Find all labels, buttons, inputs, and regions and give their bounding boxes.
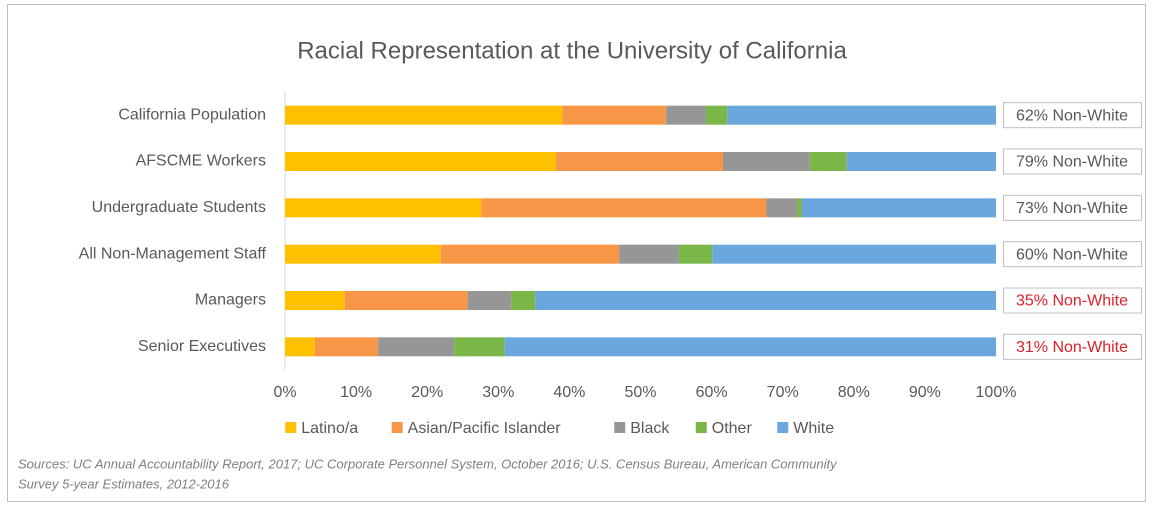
bar-segment xyxy=(467,291,512,310)
y-tick-label: AFSCME Workers xyxy=(136,153,266,170)
bar-segment xyxy=(678,244,713,264)
annotation-box xyxy=(1003,148,1142,175)
x-tick-label: 40% xyxy=(553,384,585,401)
annotation: 60% Non-White xyxy=(1016,246,1128,263)
x-tick-label: 30% xyxy=(482,384,514,401)
y-tick-label: All Non-Management Staff xyxy=(79,245,267,262)
bar-segment xyxy=(712,244,996,264)
bar-segment xyxy=(801,198,996,218)
bar-segment xyxy=(705,105,728,125)
bar-segment xyxy=(619,244,679,264)
x-tick-label: 50% xyxy=(624,384,656,401)
annotation: 35% Non-White xyxy=(1016,293,1128,310)
bar-segment xyxy=(555,152,723,171)
chart-title: Racial Representation at the University … xyxy=(297,37,847,64)
annotation-box xyxy=(1003,333,1142,360)
bar-segment xyxy=(285,291,345,310)
bar-segment xyxy=(285,198,482,218)
legend-swatch xyxy=(614,422,626,433)
bar-segment xyxy=(766,198,797,218)
legend-swatch xyxy=(777,422,789,433)
bar-segment xyxy=(727,105,996,125)
bar-segment xyxy=(809,152,847,171)
bar-segment xyxy=(504,337,996,357)
legend-swatch xyxy=(391,422,403,433)
bar-segment xyxy=(562,105,667,125)
x-tick-label: 100% xyxy=(976,384,1017,401)
annotation: 31% Non-White xyxy=(1016,339,1128,356)
bar-segment xyxy=(666,105,706,125)
bar-segment xyxy=(440,244,620,264)
legend-swatch xyxy=(695,422,707,433)
bar-segment xyxy=(454,337,505,357)
bar-segment xyxy=(481,198,767,218)
annotation-box xyxy=(1003,194,1142,221)
legend-label: Asian/Pacific Islander xyxy=(408,420,562,437)
bar-segment xyxy=(378,337,455,357)
bar-segment xyxy=(314,337,379,357)
bar-segment xyxy=(722,152,810,171)
annotation: 73% Non-White xyxy=(1016,200,1128,217)
x-tick-label: 90% xyxy=(909,384,941,401)
x-tick-label: 10% xyxy=(340,384,372,401)
bar-segment xyxy=(846,152,996,171)
x-tick-label: 80% xyxy=(838,384,870,401)
legend-label: Black xyxy=(630,420,670,437)
legend-swatch xyxy=(285,422,297,433)
y-tick-label: Senior Executives xyxy=(138,338,266,355)
x-tick-label: 70% xyxy=(767,384,799,401)
legend-label: White xyxy=(793,420,834,437)
y-tick-label: California Population xyxy=(118,106,266,123)
bar-segment xyxy=(285,152,556,171)
legend-label: Latino/a xyxy=(301,420,358,437)
source-note: Survey 5-year Estimates, 2012-2016 xyxy=(18,476,230,491)
x-tick-label: 60% xyxy=(696,384,728,401)
annotation-box xyxy=(1003,102,1142,129)
bar-segment xyxy=(535,291,996,310)
annotation: 62% Non-White xyxy=(1016,107,1128,124)
bar-segment xyxy=(285,244,441,264)
y-tick-label: Undergraduate Students xyxy=(92,199,266,216)
x-tick-label: 20% xyxy=(411,384,443,401)
source-note: Sources: UC Annual Accountability Report… xyxy=(18,456,838,471)
x-tick-label: 0% xyxy=(273,384,296,401)
annotation-box xyxy=(1003,241,1142,268)
bar-segment xyxy=(511,291,536,310)
y-tick-label: Managers xyxy=(195,292,266,309)
annotation-box xyxy=(1003,287,1142,314)
annotation: 79% Non-White xyxy=(1016,154,1128,171)
legend-label: Other xyxy=(712,420,753,437)
bar-segment xyxy=(344,291,468,310)
bar-segment xyxy=(796,198,802,218)
bar-segment xyxy=(285,105,563,125)
bar-segment xyxy=(285,337,315,357)
